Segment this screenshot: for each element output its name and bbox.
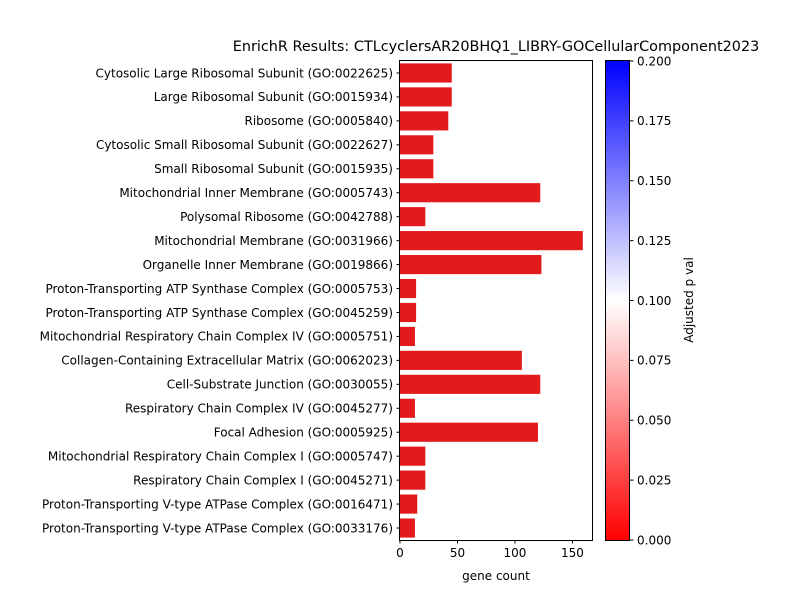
bar xyxy=(400,398,415,418)
bar xyxy=(400,87,452,107)
category-label: Proton-Transporting ATP Synthase Complex… xyxy=(45,306,393,320)
bar xyxy=(400,446,426,466)
category-labels: Cytosolic Large Ribosomal Subunit (GO:00… xyxy=(40,66,400,535)
colorbar-tick-label: 0.100 xyxy=(637,294,671,308)
bars-group xyxy=(400,63,583,538)
plot-frame xyxy=(399,60,593,541)
bar xyxy=(400,422,538,442)
colorbar: 0.000 0.025 0.050 0.075 0.100 0.125 0.150 0.175… xyxy=(605,54,696,547)
colorbar-tick-label: 0.150 xyxy=(637,174,671,188)
chart-title: EnrichR Results: CTLcyclersAR20BHQ1_LIBR… xyxy=(233,39,760,55)
x-tick-label: 50 xyxy=(450,546,465,560)
bar xyxy=(400,111,449,131)
category-label: Organelle Inner Membrane (GO:0019866) xyxy=(143,258,393,272)
category-label: Respiratory Chain Complex IV (GO:0045277… xyxy=(125,402,393,416)
bar xyxy=(400,207,426,227)
category-label: Collagen-Containing Extracellular Matrix… xyxy=(61,354,393,368)
bar xyxy=(400,231,583,251)
colorbar-tick-label: 0.000 xyxy=(637,533,671,547)
x-axis-label: gene count xyxy=(462,569,530,583)
bar xyxy=(400,63,452,83)
colorbar-tick-label: 0.200 xyxy=(637,54,671,68)
bar xyxy=(400,374,541,394)
x-axis: 0 50 100 150 xyxy=(396,540,584,560)
category-label: Cell-Substrate Junction (GO:0030055) xyxy=(167,378,393,392)
category-label: Mitochondrial Respiratory Chain Complex … xyxy=(48,449,393,463)
bar xyxy=(400,183,541,203)
category-label: Mitochondrial Membrane (GO:0031966) xyxy=(154,234,393,248)
category-label: Proton-Transporting ATP Synthase Complex… xyxy=(45,282,393,296)
x-tick-label: 150 xyxy=(561,546,584,560)
bar xyxy=(400,350,522,370)
colorbar-tick-label: 0.075 xyxy=(637,354,671,368)
bar xyxy=(400,494,418,514)
category-label: Small Ribosomal Subunit (GO:0015935) xyxy=(154,162,393,176)
category-label: Large Ribosomal Subunit (GO:0015934) xyxy=(154,90,393,104)
category-label: Polysomal Ribosome (GO:0042788) xyxy=(180,210,393,224)
bar xyxy=(400,518,415,538)
category-label: Proton-Transporting V-type ATPase Comple… xyxy=(42,521,393,535)
category-label: Focal Adhesion (GO:0005925) xyxy=(214,426,393,440)
bar xyxy=(400,278,417,299)
category-label: Respiratory Chain Complex I (GO:0045271) xyxy=(133,473,393,487)
colorbar-tick-label: 0.125 xyxy=(637,234,671,248)
colorbar-tick-label: 0.025 xyxy=(637,473,671,487)
x-tick-label: 0 xyxy=(396,546,404,560)
colorbar-tick-label: 0.050 xyxy=(637,414,671,428)
colorbar-tick-label: 0.175 xyxy=(637,114,671,128)
colorbar-label: Adjusted p val xyxy=(682,257,696,343)
bar xyxy=(400,159,434,179)
category-label: Proton-Transporting V-type ATPase Comple… xyxy=(42,497,393,511)
colorbar-gradient xyxy=(605,60,630,541)
category-label: Ribosome (GO:0005840) xyxy=(245,114,394,128)
category-label: Mitochondrial Inner Membrane (GO:0005743… xyxy=(119,186,393,200)
category-label: Mitochondrial Respiratory Chain Complex … xyxy=(40,330,393,344)
colorbar-ticks: 0.000 0.025 0.050 0.075 0.100 0.125 0.150 0.175… xyxy=(630,54,671,547)
bar xyxy=(400,254,542,275)
x-tick-label: 100 xyxy=(504,546,527,560)
category-label: Cytosolic Small Ribosomal Subunit (GO:00… xyxy=(96,138,393,152)
bar xyxy=(400,302,417,323)
category-label: Cytosolic Large Ribosomal Subunit (GO:00… xyxy=(96,66,393,80)
bar xyxy=(400,326,415,347)
bar xyxy=(400,135,434,155)
bar xyxy=(400,470,426,490)
